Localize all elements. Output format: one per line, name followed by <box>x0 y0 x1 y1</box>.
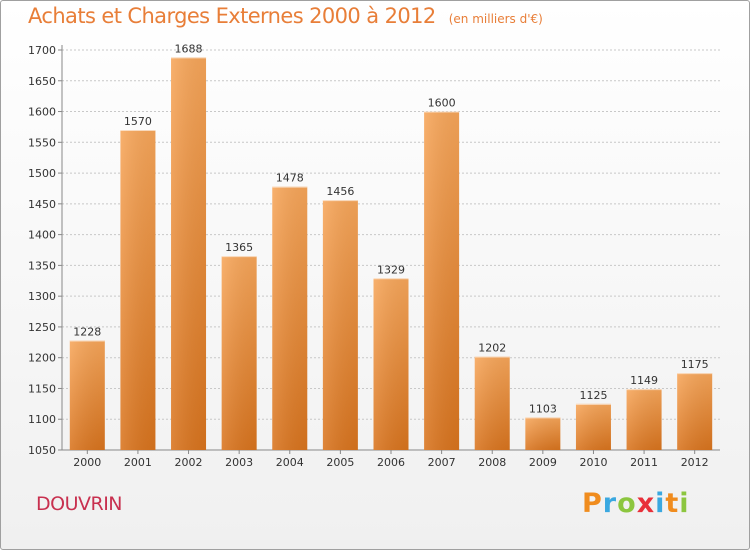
y-tick-label: 1500 <box>28 167 56 180</box>
bar-value-label: 1329 <box>377 263 405 276</box>
chart-subtitle: (en milliers d'€) <box>448 12 543 26</box>
x-tick-label: 2006 <box>377 456 405 469</box>
bar-value-label: 1478 <box>276 172 304 185</box>
y-tick-label: 1700 <box>28 44 56 57</box>
x-tick-label: 2004 <box>276 456 304 469</box>
bar-shade <box>322 200 358 450</box>
y-tick-label: 1450 <box>28 198 56 211</box>
y-tick-label: 1600 <box>28 106 56 119</box>
title-block: Achats et Charges Externes 2000 à 2012 (… <box>28 4 543 28</box>
bar-chart: 1050 1100 1150 1200 1250 1300 1350 1400 1450 1500… <box>28 42 720 469</box>
y-tick-label: 1550 <box>28 136 56 149</box>
y-tick-label: 1350 <box>28 259 56 272</box>
bar-value-label: 1149 <box>630 374 658 387</box>
y-tick-label: 1250 <box>28 321 56 334</box>
x-tick-label: 2012 <box>681 456 709 469</box>
x-tick-label: 2010 <box>579 456 607 469</box>
logo-letter: t <box>665 488 680 519</box>
logo-letter: i <box>679 488 690 519</box>
x-tick-label: 2008 <box>478 456 506 469</box>
bar-value-label: 1570 <box>124 115 152 128</box>
proxiti-logo: Proxiti <box>582 488 690 519</box>
y-tick-label: 1400 <box>28 229 56 242</box>
y-tick-label: 1100 <box>28 413 56 426</box>
bar-shade <box>626 389 662 450</box>
logo-letter: x <box>636 488 656 519</box>
bar-value-label: 1175 <box>681 358 709 371</box>
y-tick-label: 1300 <box>28 290 56 303</box>
bar-value-label: 1202 <box>478 341 506 354</box>
bar-shade <box>677 373 713 450</box>
bar-shade <box>221 256 257 450</box>
bar-shade <box>373 278 409 450</box>
location-name: DOUVRIN <box>36 493 123 515</box>
bar-value-label: 1600 <box>428 97 456 110</box>
y-tick-label: 1650 <box>28 75 56 88</box>
x-tick-label: 2007 <box>428 456 456 469</box>
x-tick-label: 2001 <box>124 456 152 469</box>
bar-value-label: 1365 <box>225 241 253 254</box>
logo-letter: i <box>655 488 666 519</box>
x-tick-label: 2011 <box>630 456 658 469</box>
x-tick-label: 2002 <box>175 456 203 469</box>
chart-title: Achats et Charges Externes 2000 à 2012 <box>28 4 436 28</box>
y-tick-label: 1050 <box>28 444 56 457</box>
bar-shade <box>69 340 105 450</box>
x-tick-label: 2003 <box>225 456 253 469</box>
x-tick-label: 2000 <box>73 456 101 469</box>
x-tick-label: 2005 <box>326 456 354 469</box>
bar-shade <box>525 417 561 450</box>
bar-shade <box>424 111 460 451</box>
bar-value-label: 1456 <box>326 185 354 198</box>
x-tick-label: 2009 <box>529 456 557 469</box>
y-tick-label: 1200 <box>28 352 56 365</box>
bar-value-label: 1103 <box>529 402 557 415</box>
bar-shade <box>474 356 510 450</box>
y-tick-label: 1150 <box>28 382 56 395</box>
logo-letter: P <box>582 488 603 519</box>
bars <box>69 57 713 451</box>
bar-shade <box>575 403 611 450</box>
labels: 1050 1100 1150 1200 1250 1300 1350 1400 1450 1500… <box>28 42 709 469</box>
bar-shade <box>120 130 156 450</box>
bar-shade <box>171 57 207 451</box>
logo-letter: o <box>617 488 637 519</box>
bar-value-label: 1688 <box>175 42 203 55</box>
bar-value-label: 1125 <box>579 389 607 402</box>
logo-letter: r <box>602 488 618 519</box>
bar-shade <box>272 186 308 450</box>
bar-value-label: 1228 <box>73 325 101 338</box>
